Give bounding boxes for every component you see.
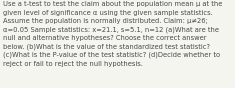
Text: Use a t-test to test the claim about the population mean μ at the
given level of: Use a t-test to test the claim about the… — [3, 1, 222, 67]
